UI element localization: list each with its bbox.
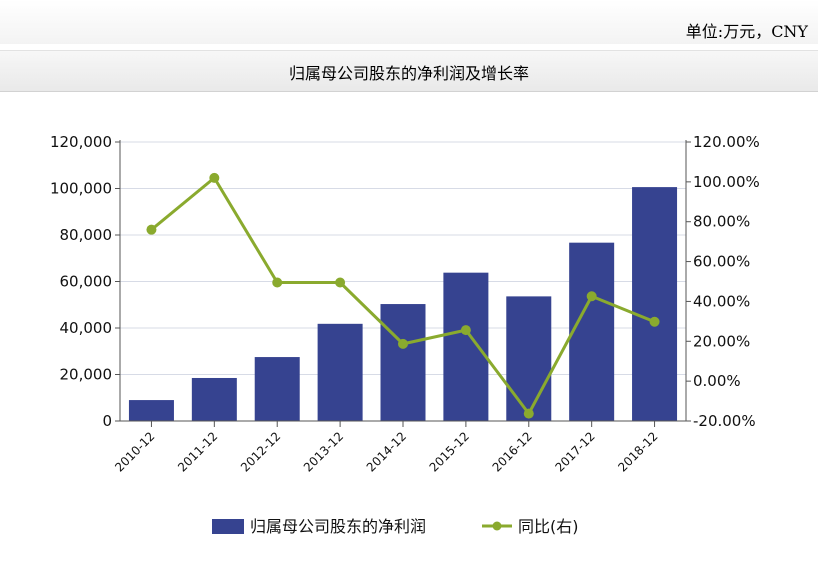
- growth-point: [335, 277, 346, 288]
- x-tick-label: 2013-12: [301, 429, 346, 474]
- bar: [632, 187, 678, 421]
- unit-bar: [0, 0, 818, 44]
- growth-point: [146, 224, 157, 235]
- growth-point: [523, 408, 534, 419]
- bar: [254, 357, 300, 421]
- right-tick-label: 80.00%: [693, 213, 750, 231]
- bar: [380, 304, 426, 421]
- legend-bar-swatch: [212, 519, 244, 534]
- left-tick-label: 60,000: [60, 273, 113, 291]
- bar: [128, 400, 174, 421]
- legend-line-label: 同比(右): [518, 517, 579, 536]
- growth-point: [460, 325, 471, 336]
- growth-point: [398, 338, 408, 349]
- right-tick-label: 40.00%: [693, 292, 750, 310]
- left-tick-label: 20,000: [60, 366, 113, 384]
- x-tick-label: 2017-12: [552, 429, 597, 474]
- right-tick-label: 20.00%: [693, 332, 750, 350]
- legend-line-marker: [492, 521, 502, 531]
- chart-title: 归属母公司股东的净利润及增长率: [288, 64, 529, 83]
- bar: [191, 377, 237, 421]
- growth-point: [209, 172, 220, 183]
- right-tick-label: 60.00%: [693, 253, 750, 271]
- left-tick-label: 100,000: [50, 180, 112, 198]
- left-tick-label: 0: [102, 412, 112, 430]
- bar: [506, 296, 552, 421]
- title-bar: [0, 50, 818, 92]
- x-tick-label: 2012-12: [238, 429, 283, 474]
- right-tick-label: 120.00%: [693, 133, 760, 151]
- growth-point: [586, 291, 597, 302]
- right-tick-label: 100.00%: [693, 173, 760, 191]
- x-tick-label: 2016-12: [490, 429, 535, 474]
- left-tick-label: 80,000: [60, 226, 113, 244]
- left-tick-label: 40,000: [60, 319, 113, 337]
- growth-point: [272, 277, 283, 288]
- x-tick-label: 2010-12: [112, 429, 157, 474]
- x-tick-label: 2011-12: [175, 429, 220, 474]
- bar: [317, 323, 363, 421]
- left-tick-label: 120,000: [50, 133, 112, 151]
- x-tick-label: 2018-12: [615, 429, 660, 474]
- bar: [569, 242, 615, 421]
- legend-bar-label: 归属母公司股东的净利润: [250, 517, 426, 536]
- right-tick-label: 0.00%: [693, 372, 741, 390]
- x-tick-label: 2014-12: [364, 429, 409, 474]
- x-tick-label: 2015-12: [427, 429, 472, 474]
- right-tick-label: -20.00%: [693, 412, 756, 430]
- unit-label: 单位:万元，CNY: [685, 22, 808, 41]
- bar: [443, 272, 489, 421]
- growth-point: [649, 316, 660, 327]
